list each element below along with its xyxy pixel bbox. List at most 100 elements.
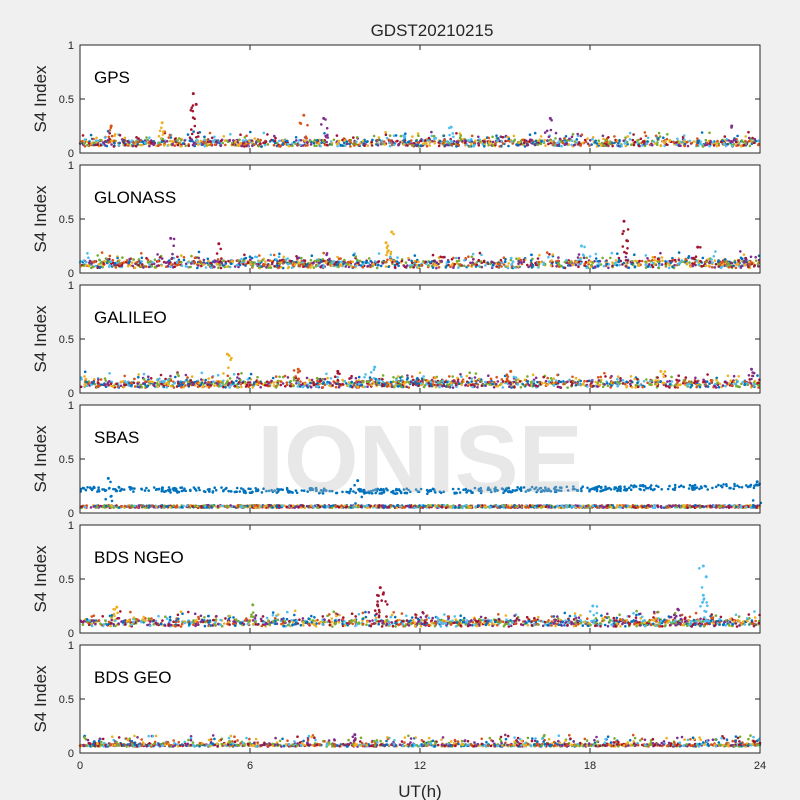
data-point [671, 265, 674, 269]
data-point [538, 138, 541, 141]
data-point [470, 140, 474, 143]
data-point [565, 258, 568, 262]
data-point [713, 259, 717, 263]
data-point [134, 144, 138, 148]
data-point [413, 141, 416, 145]
data-point [92, 265, 95, 269]
data-point [696, 137, 699, 140]
data-point [697, 139, 700, 142]
data-point [219, 380, 222, 383]
data-point [180, 139, 183, 142]
data-point [570, 139, 574, 143]
data-point [399, 134, 403, 138]
data-point [169, 136, 173, 139]
data-point [162, 506, 166, 509]
data-point [278, 262, 282, 266]
data-point [579, 144, 582, 147]
data-point [370, 144, 374, 147]
data-point [629, 379, 632, 383]
data-point [292, 378, 296, 382]
data-point [354, 255, 358, 258]
data-point [190, 375, 194, 378]
data-point [599, 263, 603, 266]
data-point [700, 131, 704, 134]
data-point [397, 264, 400, 268]
data-point [229, 262, 233, 266]
data-point [505, 377, 509, 381]
data-point [423, 378, 426, 382]
data-point [584, 260, 588, 264]
data-point [410, 142, 414, 145]
data-point [83, 382, 86, 386]
data-point [418, 371, 422, 375]
data-point [337, 139, 341, 143]
data-point [728, 381, 731, 385]
data-point [555, 265, 558, 268]
data-point [377, 260, 381, 263]
data-point [172, 256, 176, 260]
data-point [495, 134, 498, 137]
data-point [450, 263, 454, 267]
data-point [581, 253, 585, 256]
data-point [171, 252, 174, 256]
data-point [90, 262, 93, 265]
data-point [650, 263, 654, 267]
data-point [240, 257, 243, 261]
data-point [475, 263, 479, 267]
data-point [472, 258, 475, 261]
data-point [213, 260, 216, 264]
data-point [708, 260, 712, 263]
data-point [619, 377, 622, 380]
data-point [521, 382, 524, 386]
data-point [279, 265, 283, 269]
data-point [308, 139, 312, 143]
data-point [554, 381, 557, 384]
data-point [186, 383, 190, 386]
data-point [310, 254, 314, 257]
data-point [588, 255, 592, 258]
data-point [405, 378, 409, 381]
data-point [644, 254, 648, 257]
data-point [136, 143, 139, 146]
data-point [159, 380, 162, 384]
data-point [312, 142, 316, 145]
data-point [111, 261, 115, 265]
data-point [726, 374, 730, 378]
data-point [213, 143, 217, 146]
data-point [446, 141, 450, 144]
data-point [726, 142, 729, 146]
data-point [299, 383, 303, 387]
data-point [653, 259, 656, 262]
data-point [706, 258, 710, 261]
data-point [274, 375, 278, 378]
data-point [265, 266, 268, 269]
data-point [483, 380, 487, 384]
data-point [365, 380, 369, 384]
data-point [330, 143, 334, 146]
data-point [504, 139, 507, 143]
data-point [305, 384, 308, 387]
data-point [621, 232, 624, 236]
data-point [517, 265, 520, 268]
data-point [99, 144, 103, 147]
data-point [390, 385, 394, 389]
data-point [218, 261, 221, 264]
data-point [273, 141, 277, 145]
data-point [123, 136, 127, 140]
data-point [172, 237, 176, 241]
data-point [235, 379, 238, 383]
data-point [377, 136, 381, 139]
data-point [222, 135, 226, 138]
data-point [192, 130, 195, 133]
data-point [216, 373, 220, 377]
data-point [147, 375, 150, 379]
data-point [352, 136, 355, 139]
data-point [713, 382, 717, 386]
data-point [196, 266, 199, 270]
data-point [661, 259, 664, 263]
data-point [292, 369, 296, 372]
data-point [673, 263, 676, 267]
data-point [519, 258, 523, 262]
data-point [384, 130, 387, 134]
data-point [540, 139, 543, 143]
